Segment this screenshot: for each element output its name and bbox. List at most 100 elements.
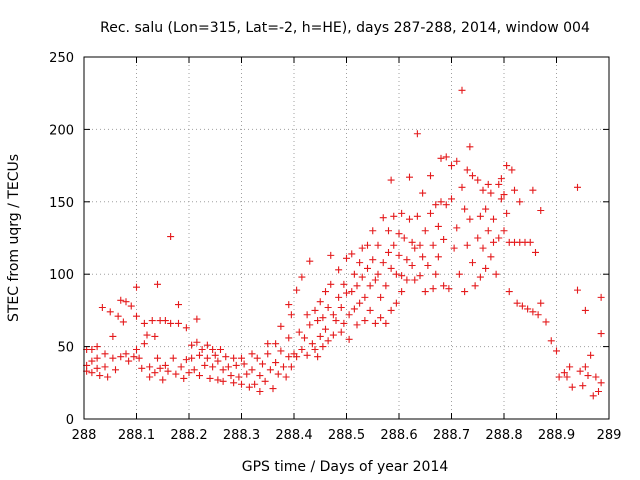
data-point bbox=[413, 212, 421, 220]
data-point bbox=[411, 276, 419, 284]
data-point bbox=[356, 259, 364, 267]
data-point bbox=[285, 353, 293, 361]
data-point bbox=[482, 205, 490, 213]
data-point bbox=[434, 253, 442, 261]
data-point bbox=[419, 189, 427, 197]
data-point bbox=[513, 299, 521, 307]
data-point bbox=[93, 354, 101, 362]
data-point bbox=[251, 380, 259, 388]
data-point bbox=[408, 238, 416, 246]
data-point bbox=[377, 293, 385, 301]
data-point bbox=[361, 293, 369, 301]
data-point bbox=[198, 345, 206, 353]
data-point bbox=[182, 356, 190, 364]
data-point bbox=[117, 353, 125, 361]
data-point bbox=[214, 357, 222, 365]
data-point bbox=[469, 259, 476, 267]
data-point bbox=[463, 166, 471, 174]
x-tick-label: 288.1 bbox=[118, 428, 155, 443]
data-point bbox=[448, 195, 455, 203]
data-point bbox=[563, 373, 571, 381]
data-point bbox=[445, 285, 453, 293]
data-point bbox=[154, 354, 161, 362]
data-point bbox=[193, 338, 201, 346]
data-point bbox=[311, 345, 319, 353]
data-point bbox=[287, 363, 295, 371]
data-point bbox=[369, 256, 377, 264]
data-point bbox=[476, 273, 484, 281]
x-tick-label: 288.5 bbox=[328, 428, 365, 443]
data-point bbox=[329, 311, 337, 319]
data-point bbox=[453, 157, 461, 165]
data-point bbox=[222, 353, 230, 361]
data-point bbox=[442, 201, 450, 209]
data-point bbox=[209, 363, 217, 371]
x-tick-label: 288.9 bbox=[538, 428, 575, 443]
data-point bbox=[133, 345, 140, 353]
data-point bbox=[392, 299, 400, 307]
data-point bbox=[308, 340, 316, 348]
data-point bbox=[285, 301, 293, 309]
data-point bbox=[303, 311, 311, 319]
data-point bbox=[377, 314, 385, 322]
data-point bbox=[518, 302, 526, 310]
data-point bbox=[553, 347, 560, 355]
data-point bbox=[400, 234, 408, 242]
data-point bbox=[371, 319, 379, 327]
data-point bbox=[385, 227, 392, 235]
data-point bbox=[419, 253, 427, 261]
data-point bbox=[314, 353, 322, 361]
data-point bbox=[238, 380, 245, 388]
data-point bbox=[324, 337, 332, 345]
data-point bbox=[329, 331, 337, 339]
data-point bbox=[492, 270, 500, 278]
data-point bbox=[497, 195, 505, 203]
data-point bbox=[277, 322, 285, 330]
y-tick-label: 200 bbox=[49, 123, 74, 138]
data-point bbox=[98, 304, 106, 312]
data-point bbox=[487, 253, 495, 261]
axis-ticks: 288 288.1 288.2 288.3 288.4 288.5 288.6 288.7 28… bbox=[49, 51, 621, 443]
data-point bbox=[295, 328, 303, 336]
data-point bbox=[495, 180, 503, 188]
data-point bbox=[117, 296, 125, 304]
data-point bbox=[479, 244, 487, 252]
data-point bbox=[597, 379, 605, 387]
data-point bbox=[371, 276, 379, 284]
data-point bbox=[214, 376, 222, 384]
y-tick-label: 150 bbox=[49, 196, 74, 211]
data-point bbox=[537, 206, 545, 214]
data-point bbox=[406, 173, 413, 181]
data-point bbox=[261, 377, 269, 385]
data-point bbox=[264, 340, 272, 348]
data-point bbox=[335, 266, 343, 274]
x-tick-label: 289 bbox=[597, 428, 622, 443]
data-point bbox=[172, 370, 180, 378]
data-point bbox=[497, 175, 505, 183]
data-point bbox=[169, 354, 177, 362]
data-point bbox=[219, 366, 227, 374]
data-point bbox=[154, 280, 161, 288]
data-point bbox=[503, 209, 511, 217]
data-point bbox=[448, 162, 455, 170]
data-point bbox=[245, 383, 253, 391]
data-point bbox=[264, 350, 272, 358]
data-point bbox=[337, 328, 345, 336]
data-point bbox=[382, 319, 390, 327]
data-point bbox=[133, 312, 140, 320]
data-point bbox=[316, 332, 324, 340]
data-point bbox=[109, 332, 117, 340]
data-point bbox=[177, 363, 185, 371]
data-point bbox=[427, 172, 434, 180]
data-point bbox=[413, 130, 421, 138]
data-point bbox=[93, 364, 101, 372]
data-point bbox=[127, 302, 135, 310]
data-point bbox=[259, 360, 266, 368]
data-point bbox=[416, 272, 424, 280]
data-points bbox=[83, 86, 605, 400]
data-point bbox=[392, 270, 400, 278]
data-point bbox=[366, 282, 374, 290]
data-point bbox=[574, 286, 581, 294]
data-point bbox=[203, 341, 211, 349]
